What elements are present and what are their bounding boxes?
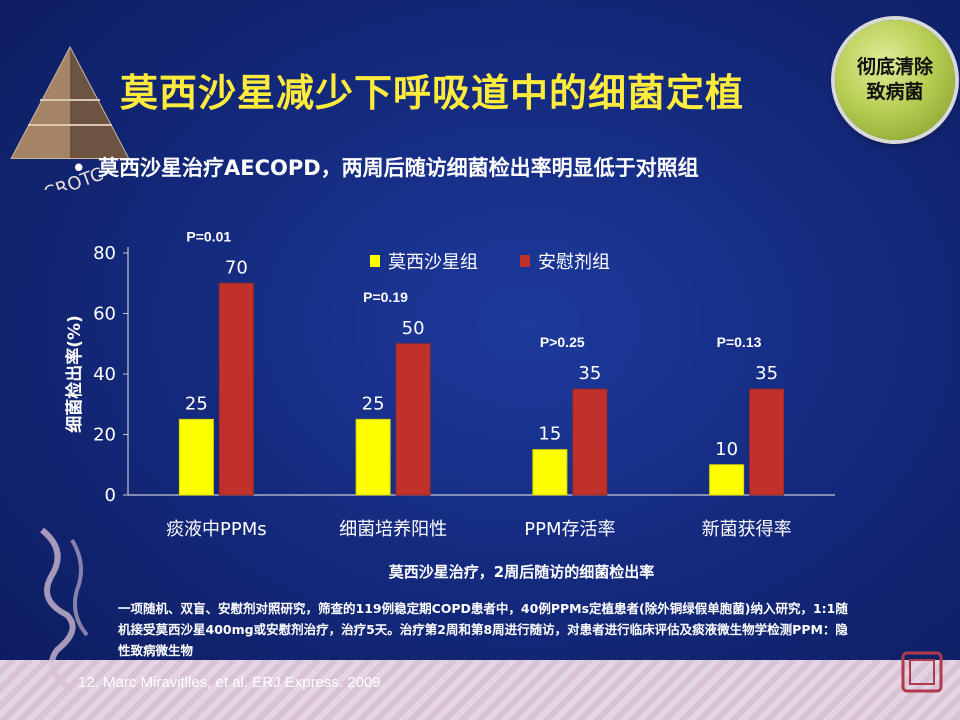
bar-moxifloxacin — [355, 418, 391, 496]
bullet-text: 莫西沙星治疗AECOPD，两周后随访细菌检出率明显低于对照组 — [98, 156, 699, 180]
badge-line-1: 彻底清除 — [856, 56, 933, 78]
bar-placebo — [572, 388, 608, 496]
legend-swatch-moxifloxacin — [370, 255, 380, 267]
bar-value-label: 50 — [402, 318, 425, 339]
x-tick-label: 新菌获得率 — [702, 519, 792, 540]
calligraphy-decoration — [40, 527, 89, 693]
y-tick-label: 60 — [93, 304, 116, 325]
bar-moxifloxacin — [532, 449, 568, 496]
y-tick-label: 80 — [93, 243, 116, 264]
legend-label-moxifloxacin: 莫西沙星组 — [388, 252, 478, 273]
bar-value-label: 25 — [185, 393, 208, 414]
slide-title: 莫西沙星减少下呼吸道中的细菌定植 — [120, 71, 745, 115]
badge-circle: 彻底清除 致病菌 — [835, 20, 955, 140]
reference-citation: 12. Marc Miravitlles, et al. ERJ Express… — [78, 674, 381, 691]
bullet-dot-icon: • — [72, 156, 86, 180]
bullet-point: • 莫西沙星治疗AECOPD，两周后随访细菌检出率明显低于对照组 — [72, 152, 699, 182]
study-footnote: 一项随机、双盲、安慰剂对照研究，筛查的119例稳定期COPD患者中，40例PPM… — [118, 601, 848, 658]
bar-placebo — [395, 343, 431, 496]
x-axis-caption: 莫西沙星治疗，2周后随访的细菌检出率 — [389, 563, 654, 581]
legend-swatch-placebo — [520, 255, 530, 267]
x-tick-label: 痰液中PPMs — [166, 519, 267, 540]
chart-svg: 0 20 40 60 80 细菌检出率(%) 25 70 痰液中PPMs P=0.01 25 50 细菌… — [64, 228, 835, 581]
bar-value-label: 15 — [538, 424, 561, 445]
bar-moxifloxacin — [178, 418, 214, 496]
bar-placebo — [218, 282, 254, 496]
bar-value-label: 35 — [755, 363, 778, 384]
x-tick-label: PPM存活率 — [524, 519, 615, 540]
p-value-label: P=0.13 — [717, 334, 762, 350]
y-tick-label: 20 — [93, 425, 116, 446]
bar-value-label: 35 — [578, 363, 601, 384]
crotc-pyramid-logo: CROTC — [10, 45, 130, 190]
p-value-label: P=0.01 — [186, 228, 231, 244]
bar-placebo — [749, 388, 785, 496]
p-value-label: P>0.25 — [540, 334, 585, 350]
bar-value-label: 10 — [715, 439, 738, 460]
bar-value-label: 25 — [362, 393, 385, 414]
bar-chart: 0 20 40 60 80 细菌检出率(%) 25 70 痰液中PPMs P=0.01 25 50 细菌… — [60, 215, 860, 585]
p-value-label: P=0.19 — [363, 289, 408, 305]
decorative-bottom-band — [0, 660, 960, 720]
red-seal-stamp — [901, 651, 943, 693]
y-tick-label: 40 — [93, 364, 116, 385]
legend-label-placebo: 安慰剂组 — [538, 252, 610, 273]
bar-moxifloxacin — [709, 464, 745, 496]
badge-line-2: 致病菌 — [866, 81, 924, 103]
bar-value-label: 70 — [225, 257, 248, 278]
x-tick-label: 细菌培养阳性 — [339, 519, 447, 540]
y-axis-label: 细菌检出率(%) — [64, 315, 85, 433]
y-tick-label: 0 — [105, 485, 116, 506]
